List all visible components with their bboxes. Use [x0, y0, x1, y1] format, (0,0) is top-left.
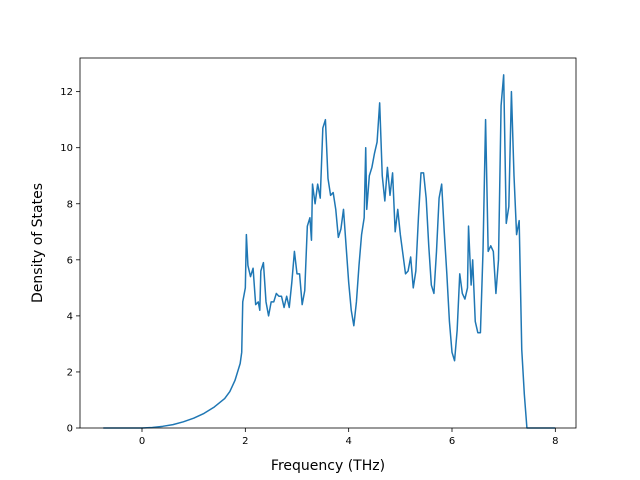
plot-background [80, 58, 576, 428]
y-axis-label: Density of States [30, 183, 46, 303]
x-tick-label: 4 [345, 436, 351, 447]
y-tick-label: 4 [67, 311, 73, 322]
y-tick-label: 2 [67, 367, 73, 378]
y-axis-ticks: 0 2 4 6 8 10 12 [60, 87, 80, 435]
plot-frame [79, 57, 577, 429]
y-tick-label: 6 [67, 255, 73, 266]
x-tick-label: 8 [552, 436, 558, 447]
y-tick-label: 10 [60, 143, 73, 154]
y-tick-label: 8 [67, 199, 73, 210]
x-tick-label: 6 [449, 436, 455, 447]
y-tick-label: 0 [67, 424, 73, 435]
y-tick-label: 12 [60, 87, 73, 98]
series-line-0 [103, 74, 556, 429]
series-layer [103, 74, 556, 429]
x-axis-label: Frequency (THz) [271, 458, 385, 474]
x-tick-label: 2 [242, 436, 248, 447]
x-axis-ticks: 0 2 4 6 8 [139, 428, 559, 447]
x-tick-label: 0 [139, 436, 145, 447]
